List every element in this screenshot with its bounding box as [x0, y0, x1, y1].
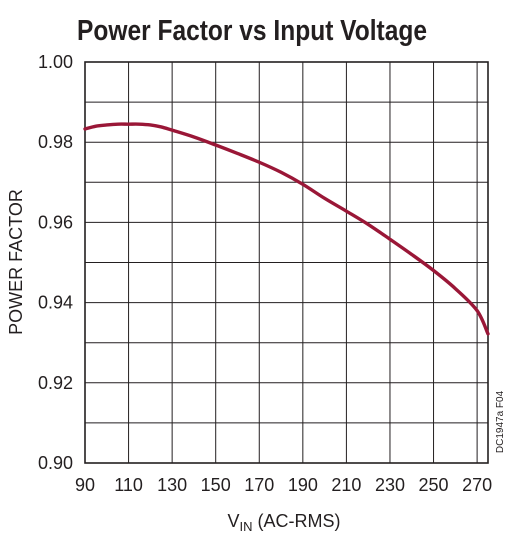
x-tick-labels: 90 110 130 150 170 190 210 230 250 270	[75, 475, 492, 495]
plot-frame	[84, 61, 489, 464]
x-tick-label: 110	[114, 475, 143, 495]
x-tick-label: 230	[375, 475, 405, 495]
x-tick-label: 270	[462, 475, 492, 495]
x-tick-label: 210	[331, 475, 361, 495]
y-tick-labels: 0.90 0.92 0.94 0.96 0.98 1.00	[38, 52, 73, 473]
x-tick-label: 170	[244, 475, 274, 495]
y-tick-label: 0.96	[38, 212, 73, 232]
x-axis-label: VIN (AC-RMS)	[227, 511, 340, 534]
x-axis-label-subscript: IN	[240, 519, 253, 534]
figure-id: DC1947a F04	[495, 390, 506, 453]
power-factor-line	[83, 122, 490, 336]
x-tick-label: 250	[419, 475, 449, 495]
chart-title: Power Factor vs Input Voltage	[77, 15, 427, 47]
y-tick-label: 0.90	[38, 453, 73, 473]
series-layer	[83, 122, 490, 336]
grid	[85, 62, 488, 463]
y-tick-label: 0.92	[38, 373, 73, 393]
x-tick-label: 90	[75, 475, 95, 495]
y-tick-label: 0.98	[38, 132, 73, 152]
x-tick-label: 190	[288, 475, 318, 495]
x-tick-label: 150	[201, 475, 231, 495]
y-tick-label: 1.00	[38, 52, 73, 72]
x-tick-label: 130	[157, 475, 187, 495]
x-axis-label-main: V	[227, 511, 239, 531]
x-axis-label-units: (AC-RMS)	[253, 511, 341, 531]
y-tick-label: 0.94	[38, 293, 73, 313]
y-axis-label: POWER FACTOR	[6, 189, 26, 335]
